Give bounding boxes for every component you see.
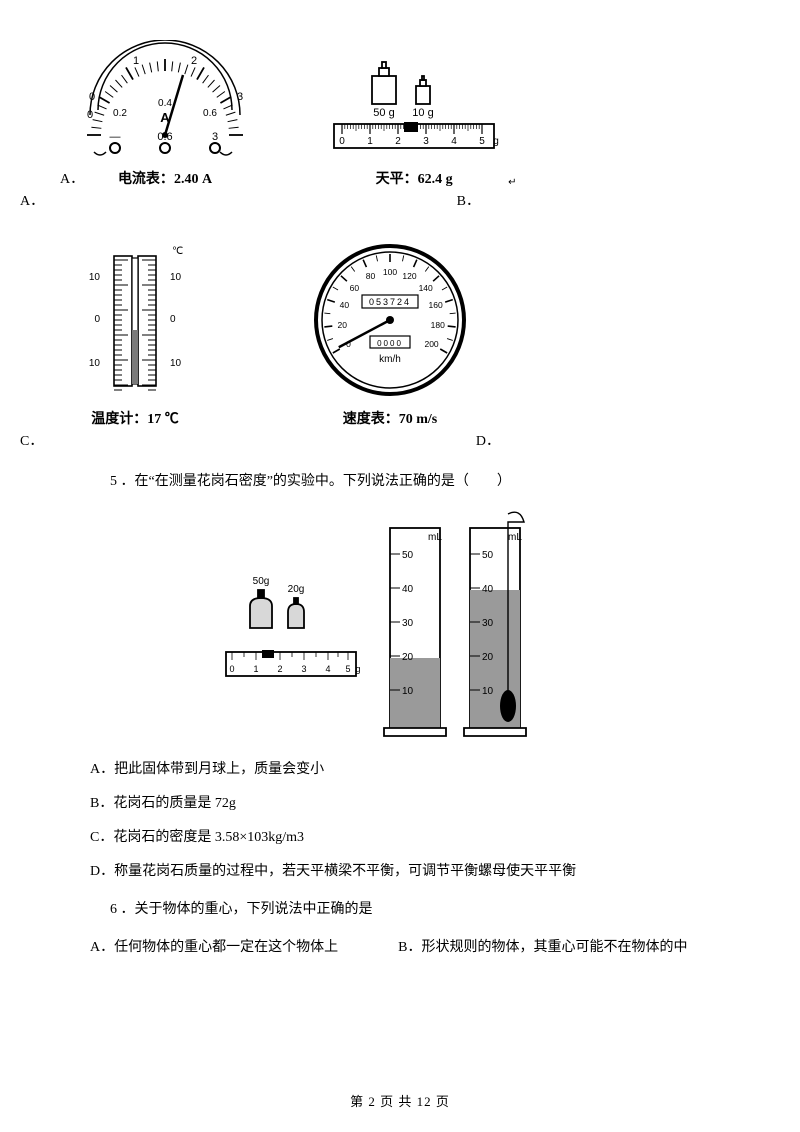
svg-text:20: 20 [482,652,494,663]
option-d-label: D． [476,430,500,450]
svg-text:1: 1 [367,136,373,147]
svg-text:200: 200 [424,339,438,349]
svg-text:0: 0 [339,136,345,147]
svg-text:5: 5 [345,664,350,674]
svg-text:10: 10 [170,272,182,283]
option-b-label: B． [457,190,480,210]
balance-caption: 天平：62.4 g [376,168,453,188]
question-5-text: 5 ．在“在测量花岗石密度”的实验中。下列说法正确的是（ ） [110,470,730,490]
balance-figure: 50 g 10 g 0 1 2 3 4 5 g [324,50,504,160]
thermo-fill [132,330,138,384]
granite-stone [500,690,516,722]
svg-text:—: — [110,131,121,143]
ammeter-inner-02: 0.2 [113,108,127,119]
svg-text:40: 40 [402,584,414,595]
svg-text:40: 40 [482,584,494,595]
svg-text:10: 10 [402,686,414,697]
svg-text:1: 1 [253,664,258,674]
ammeter-caption: 电流表：2.40 A [118,168,212,188]
svg-text:10: 10 [89,358,101,369]
svg-text:3: 3 [423,136,429,147]
svg-text:2: 2 [277,664,282,674]
ammeter-tick-3: 3 [237,91,243,103]
svg-text:g: g [493,136,499,147]
option-a-label: A． [20,190,44,210]
svg-text:20: 20 [402,652,414,663]
svg-text:30: 30 [402,618,414,629]
svg-text:50g: 50g [253,576,270,587]
ammeter-inner-06: 0.6 [203,108,217,119]
svg-text:5: 5 [479,136,485,147]
balance-weight-10: 10 g [412,107,433,119]
question-6-text: 6 ．关于物体的重心，下列说法中正确的是 [110,898,730,918]
return-mark: ↵ [508,177,516,188]
svg-text:160: 160 [429,300,443,310]
svg-text:0: 0 [94,314,100,325]
svg-text:g: g [355,664,360,674]
svg-text:10: 10 [89,272,101,283]
density-figure: 50g 20g 0 1 2 3 4 5 g [220,508,580,738]
thermometer-figure: ℃ 10 0 10 10 0 10 [80,240,190,400]
svg-text:180: 180 [431,320,445,330]
page-footer: 第 2 页 共 12 页 [0,1091,800,1110]
svg-text:3: 3 [212,131,218,143]
q6-option-a: A．任何物体的重心都一定在这个物体上 [90,936,338,956]
svg-text:km/h: km/h [379,354,401,365]
svg-text:3: 3 [301,664,306,674]
svg-text:053724: 053724 [369,297,411,307]
svg-text:4: 4 [451,136,457,147]
svg-text:mL: mL [508,532,522,543]
svg-text:4: 4 [325,664,330,674]
speedo-caption: 速度表：70 m/s [343,408,438,428]
q5-option-a: A．把此固体带到月球上，质量会变小 [90,758,730,778]
svg-text:0: 0 [229,664,234,674]
svg-text:2: 2 [395,136,401,147]
svg-text:120: 120 [402,271,416,281]
svg-text:60: 60 [350,283,360,293]
ammeter-tick-2: 2 [191,55,197,67]
option-a-prefix: A． [60,168,84,188]
balance-weight-50: 50 g [373,107,394,119]
q5-option-d: D．称量花岗石质量的过程中，若天平横梁不平衡，可调节平衡螺母使天平平衡 [90,860,730,880]
svg-text:10: 10 [170,358,182,369]
ammeter-tick-0: 0 [89,91,95,103]
ammeter-figure: 0 1 2 3 0.2 0.4 0.6 0 A [70,40,260,160]
svg-text:30: 30 [482,618,494,629]
q5-option-c: C．花岗石的密度是 3.58×103kg/m3 [90,826,730,846]
ammeter-inner-04: 0.4 [158,98,172,109]
svg-text:100: 100 [383,267,397,277]
svg-text:20: 20 [338,320,348,330]
svg-text:10: 10 [482,686,494,697]
q6-option-b: B．形状规则的物体，其重心可能不在物体的中 [398,936,687,956]
svg-text:40: 40 [340,300,350,310]
svg-text:0.6: 0.6 [157,131,172,143]
svg-text:mL: mL [428,532,442,543]
svg-text:80: 80 [366,271,376,281]
option-c-label: C． [20,430,43,450]
svg-text:50: 50 [402,550,414,561]
svg-text:50: 50 [482,550,494,561]
q5-option-b: B．花岗石的质量是 72g [90,792,730,812]
svg-text:℃: ℃ [172,246,183,257]
ammeter-tick-1: 1 [133,55,139,67]
thermo-caption: 温度计：17 ℃ [91,408,179,428]
svg-text:140: 140 [419,283,433,293]
svg-text:20g: 20g [288,584,305,595]
svg-text:0: 0 [170,314,176,325]
svg-text:0: 0 [87,109,93,121]
speedometer-figure: 020406080100120140160180200 053724 0000 … [310,240,470,400]
cylinder1-fill [390,658,440,728]
svg-text:0000: 0000 [377,339,403,348]
